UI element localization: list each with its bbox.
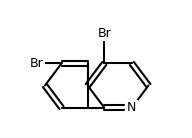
Text: Br: Br — [97, 27, 111, 40]
Text: Br: Br — [30, 57, 44, 70]
Text: N: N — [127, 101, 137, 114]
